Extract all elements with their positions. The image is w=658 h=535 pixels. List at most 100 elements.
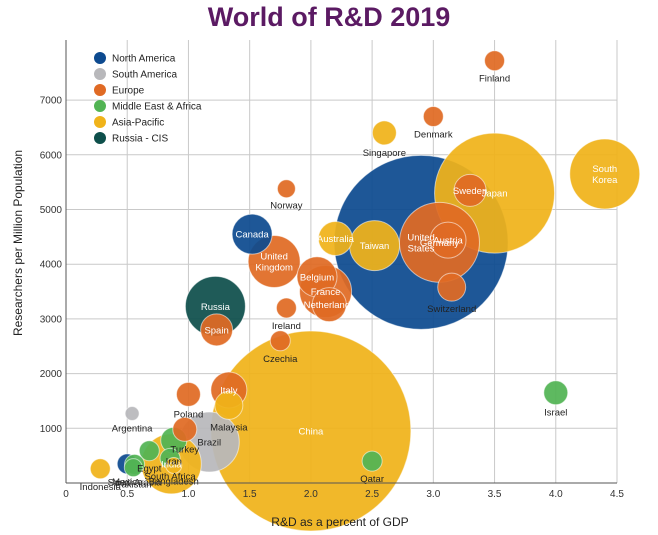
bubble-canada bbox=[231, 213, 273, 255]
bubble-poland bbox=[175, 381, 201, 407]
legend-swatch-middle-east-and-africa bbox=[94, 100, 106, 112]
legend-label-europe: Europe bbox=[112, 86, 145, 97]
y-tick-label: 2000 bbox=[40, 369, 63, 380]
x-tick-label: 0.5 bbox=[120, 489, 134, 500]
legend-label-asia-pacific: Asia-Pacific bbox=[112, 118, 164, 129]
bubble-label-czechia: Czechia bbox=[263, 354, 298, 365]
legend-swatch-north-america bbox=[94, 52, 106, 64]
bubble-label-canada: Canada bbox=[235, 230, 269, 241]
bubble-label-finland: Finland bbox=[479, 74, 510, 85]
bubble-label-south-korea: Korea bbox=[592, 175, 618, 186]
bubble-label-ireland: Ireland bbox=[272, 321, 301, 332]
bubbles bbox=[89, 50, 641, 532]
bubble-turkey bbox=[172, 416, 198, 442]
bubble-spain bbox=[200, 313, 234, 347]
x-tick-label: 1.5 bbox=[243, 489, 257, 500]
bubble-label-south-korea: South bbox=[592, 164, 617, 175]
x-tick-label: 3.0 bbox=[426, 489, 440, 500]
bubble-south-korea bbox=[569, 138, 641, 210]
y-axis-label: Researchers per Million Population bbox=[11, 150, 25, 336]
bubble-label-italy: Italy bbox=[220, 386, 238, 397]
bubble-pakistan bbox=[123, 458, 143, 478]
bubble-label-indonesia: Indonesia bbox=[80, 482, 122, 493]
y-tick-label: 4000 bbox=[40, 260, 63, 271]
bubble-singapore bbox=[371, 120, 397, 146]
bubble-denmark bbox=[422, 106, 444, 128]
bubble-label-germany: Germany bbox=[420, 238, 459, 249]
y-tick-label: 1000 bbox=[40, 424, 63, 435]
bubble-label-bangladesh: Bangladesh bbox=[149, 476, 199, 487]
x-tick-label: 2.5 bbox=[365, 489, 379, 500]
bubble-label-taiwan: Taiwan bbox=[360, 241, 390, 252]
bubble-label-pakistan: Pakistan bbox=[115, 480, 151, 491]
bubble-label-united-kingdom: Kingdom bbox=[255, 262, 293, 273]
bubble-egypt bbox=[138, 440, 160, 462]
bubble-norway bbox=[276, 179, 296, 199]
bubble-label-belgium: Belgium bbox=[300, 272, 334, 283]
bubble-label-switzerland: Switzerland bbox=[427, 304, 476, 315]
bubble-austria bbox=[429, 221, 467, 259]
bubble-czechia bbox=[269, 330, 291, 352]
bubble-label-israel: Israel bbox=[544, 408, 567, 419]
legend-swatch-south-america bbox=[94, 68, 106, 80]
legend-swatch-russia-cis bbox=[94, 132, 106, 144]
bubble-label-brazil: Brazil bbox=[197, 437, 221, 448]
legend-label-middle-east-and-africa: Middle East & Africa bbox=[112, 102, 202, 113]
bubble-switzerland bbox=[437, 272, 467, 302]
bubble-label-netherlands: Netherlands bbox=[304, 300, 355, 311]
bubble-label-russia: Russia bbox=[201, 302, 231, 313]
bubble-ireland bbox=[275, 297, 297, 319]
x-tick-label: 4.5 bbox=[610, 489, 624, 500]
bubble-label-united-states: United bbox=[407, 232, 434, 243]
bubble-label-turkey: Turkey bbox=[170, 444, 199, 455]
bubble-label-argentina: Argentina bbox=[112, 424, 153, 435]
bubble-label-austria: Austria bbox=[433, 236, 463, 247]
bubble-israel bbox=[543, 380, 569, 406]
axes: 0 0.5 1.0 1.5 2.0 2.5 3.0 3.5 4.0 4.5 1000 2000 3000… bbox=[40, 40, 624, 500]
bubble-label-spain: Spain bbox=[204, 325, 228, 336]
x-tick-label: 0 bbox=[63, 489, 69, 500]
bubble-malaysia bbox=[214, 390, 244, 420]
bubble-label-qatar: Qatar bbox=[360, 474, 384, 485]
bubble-labels: ChinaUnitedStatesJapanGermanySouthKoreaB… bbox=[80, 74, 618, 493]
bubble-argentina bbox=[124, 406, 140, 422]
bubble-qatar bbox=[361, 450, 383, 472]
bubble-label-egypt: Egypt bbox=[137, 464, 162, 475]
bubble-australia bbox=[317, 220, 353, 256]
legend-label-south-america: South America bbox=[112, 70, 177, 81]
legend-swatch-europe bbox=[94, 84, 106, 96]
chart-title: World of R&D 2019 bbox=[207, 2, 451, 32]
legend-swatch-asia-pacific bbox=[94, 116, 106, 128]
bubble-label-iran: Iran bbox=[166, 456, 182, 467]
bubble-label-malaysia: Malaysia bbox=[210, 422, 248, 433]
y-tick-label: 7000 bbox=[40, 96, 63, 107]
bubble-label-united-kingdom: United bbox=[260, 251, 287, 262]
bubble-label-japan: Japan bbox=[482, 189, 508, 200]
bubble-label-denmark: Denmark bbox=[414, 130, 453, 141]
y-tick-label: 6000 bbox=[40, 150, 63, 161]
bubble-label-norway: Norway bbox=[270, 201, 302, 212]
bubble-label-sweden: Sweden bbox=[453, 186, 487, 197]
bubble-indonesia bbox=[89, 458, 111, 480]
y-tick-label: 5000 bbox=[40, 205, 63, 216]
bubble-label-france: France bbox=[311, 287, 341, 298]
bubble-label-australia: Australia bbox=[317, 234, 355, 245]
bubble-sweden bbox=[453, 173, 487, 207]
x-tick-label: 2.0 bbox=[304, 489, 318, 500]
bubble-label-mexico: Mexico bbox=[112, 477, 142, 488]
legend: North America South America Europe Middle E… bbox=[94, 52, 202, 145]
bubble-bangladesh bbox=[165, 456, 183, 474]
bubble-label-china: China bbox=[298, 427, 324, 438]
bubble-netherlands bbox=[311, 287, 347, 323]
x-tick-label: 1.0 bbox=[181, 489, 195, 500]
x-tick-label: 4.0 bbox=[549, 489, 563, 500]
y-tick-label: 3000 bbox=[40, 314, 63, 325]
bubble-label-united-states: States bbox=[408, 243, 435, 254]
bubble-label-india: India bbox=[161, 459, 182, 470]
bubble-finland bbox=[484, 50, 506, 72]
x-tick-label: 3.5 bbox=[488, 489, 502, 500]
legend-label-north-america: North America bbox=[112, 54, 176, 65]
bubble-label-south-africa: South Africa bbox=[144, 471, 196, 482]
bubble-label-poland: Poland bbox=[174, 409, 204, 420]
